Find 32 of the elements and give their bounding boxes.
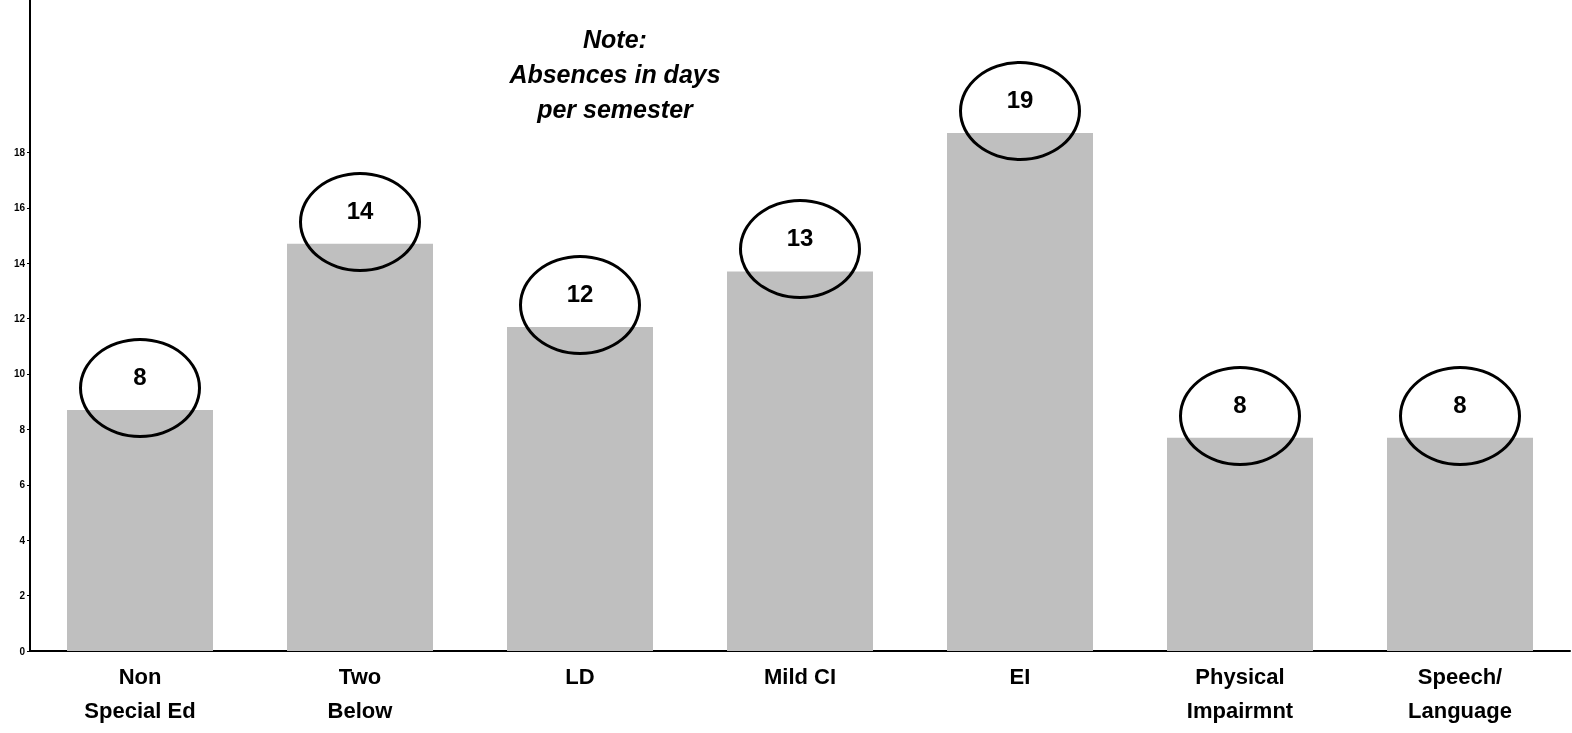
x-tick-label: Physical Impairmnt [1186,663,1294,723]
y-tick-label: 2 [19,590,26,602]
bar [947,132,1093,651]
y-tick-label: 4 [19,534,26,546]
y-tick-label: 18 [13,146,26,158]
annotation: Note: Absences in days per semester [508,24,722,125]
circle-callout: 8 [79,338,201,438]
y-tick-label: 10 [13,368,26,380]
circle-callout: 13 [739,199,861,300]
y-tick-label: 16 [13,202,26,214]
y-tick-label: 0 [19,645,26,657]
bar [1167,437,1313,651]
bar [727,271,873,651]
bar [287,243,433,651]
y-tick-label: 12 [13,313,26,325]
bar [1387,437,1533,651]
circle-callout: 14 [299,171,421,272]
y-tick-label: 6 [19,479,26,491]
y-tick-label: 8 [19,423,26,435]
x-tick-label: Non Special Ed [84,663,196,723]
circle-callout: 8 [1179,365,1301,466]
y-tick-label: 14 [13,257,26,269]
circle-callout: 19 [959,60,1081,161]
bar [67,409,213,651]
x-tick-label: Mild CI [763,663,837,689]
x-tick-label: EI [1009,663,1031,689]
x-tick-label: Two Below [327,663,394,723]
bar [507,326,653,651]
x-tick-label: LD [565,663,595,689]
circle-callout: 12 [519,254,641,355]
x-tick-label: Speech/ Language [1408,663,1512,723]
circle-callout: 8 [1399,365,1521,466]
